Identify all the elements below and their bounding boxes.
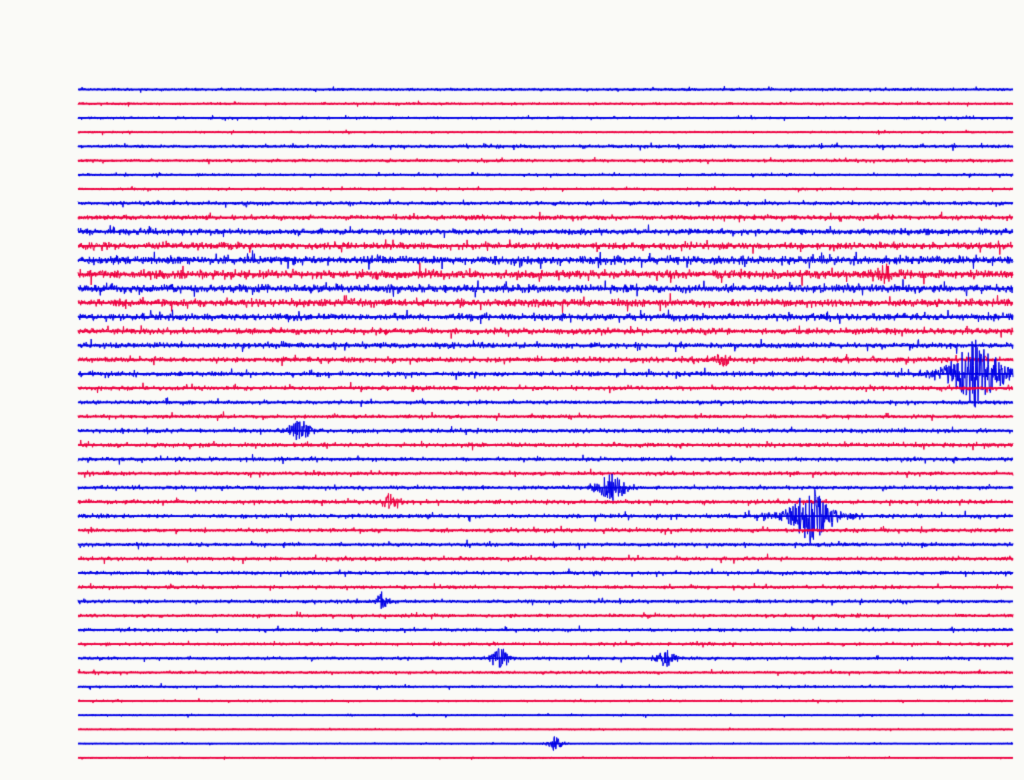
seismogram-page: MN Tirana, Albania Applied filter: WWSSN… (0, 0, 1024, 780)
seismogram-traces (0, 0, 1024, 780)
